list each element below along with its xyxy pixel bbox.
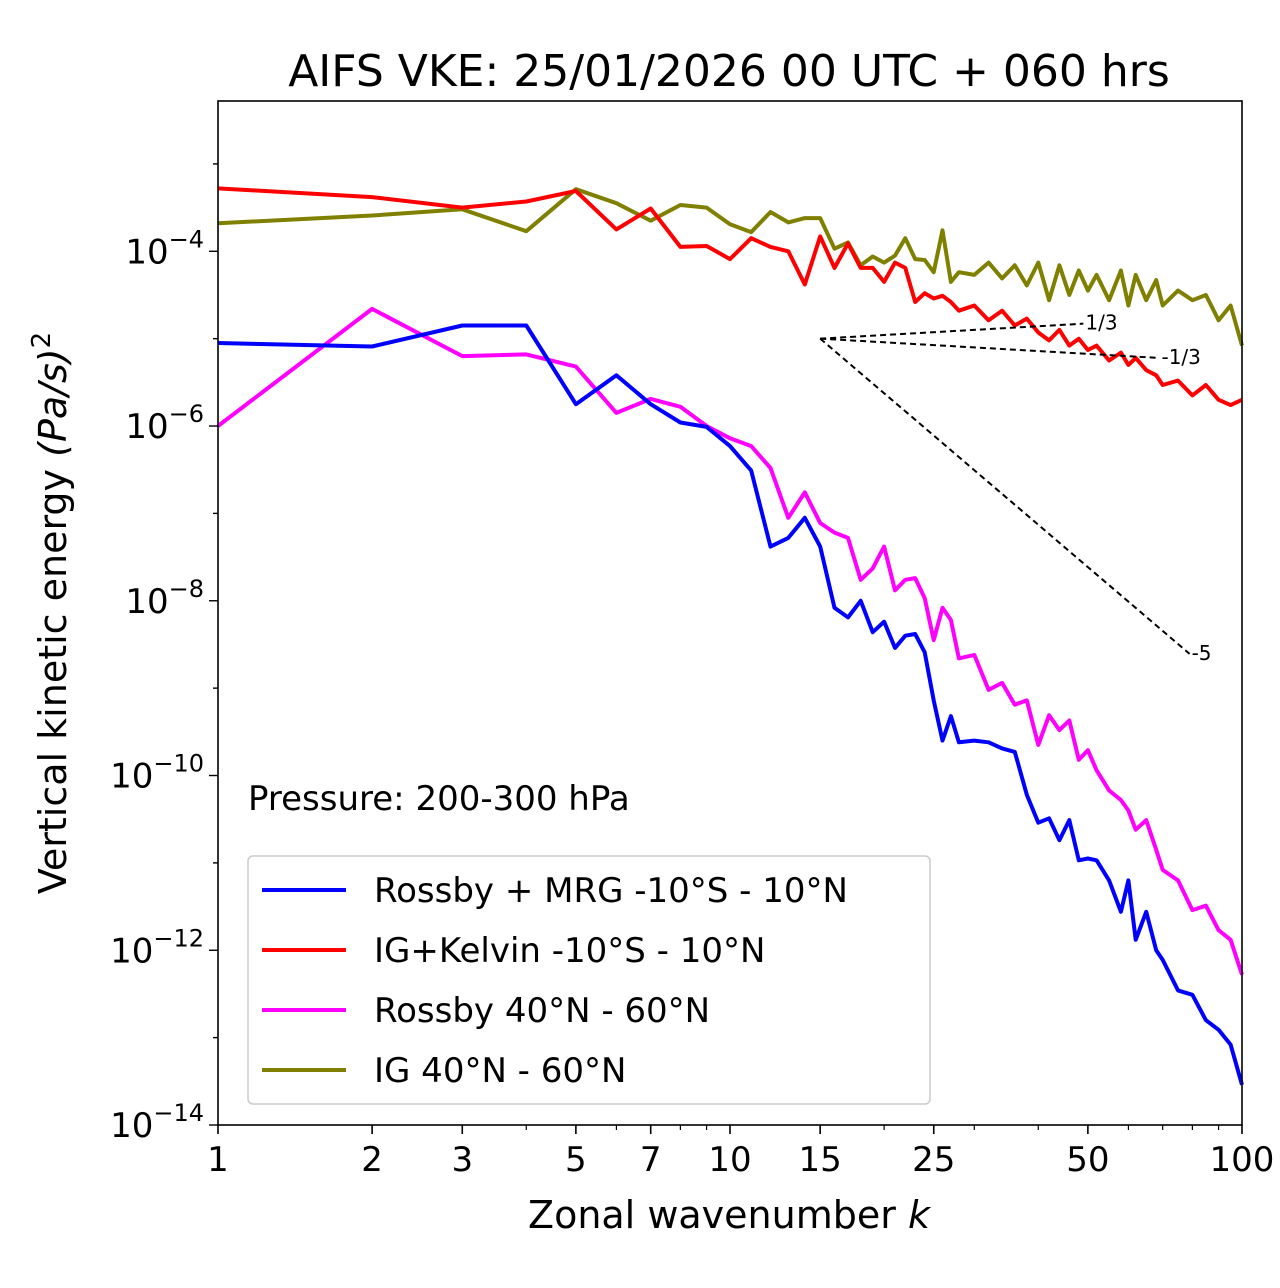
- x-axis-label-var: k: [908, 1193, 932, 1237]
- legend: Rossby + MRG -10°S - 10°N IG+Kelvin -10°S…: [247, 855, 931, 1105]
- reference-line-label-1: -1/3: [1161, 345, 1200, 369]
- x-tick-label: 1: [207, 1140, 229, 1180]
- reference-line-label-2: -5: [1192, 641, 1212, 665]
- reference-lines: 1/3 -1/3 -5: [819, 311, 1212, 665]
- series-line-2: [216, 306, 1244, 976]
- legend-item: IG+Kelvin -10°S - 10°N: [262, 931, 765, 971]
- x-tick-label: 15: [799, 1140, 842, 1180]
- x-tick-label: 100: [1210, 1140, 1275, 1180]
- x-tick-label: 50: [1066, 1140, 1109, 1180]
- y-axis-label-exp: 2: [27, 332, 57, 349]
- legend-item: IG 40°N - 60°N: [262, 1051, 626, 1091]
- x-tick-label: 7: [640, 1140, 662, 1180]
- chart-title: AIFS VKE: 25/01/2026 00 UTC + 060 hrs: [288, 46, 1170, 97]
- x-axis-label: Zonal wavenumber k: [528, 1193, 932, 1237]
- y-axis-label: Vertical kinetic energy (Pa/s)2: [27, 332, 75, 894]
- series-line-3: [217, 187, 1244, 347]
- y-tick-label: 10−4: [125, 225, 204, 272]
- pressure-annotation: Pressure: 200-300 hPa: [248, 779, 630, 819]
- reference-line-2: [819, 337, 1191, 655]
- series-layer: [216, 186, 1244, 1086]
- legend-label: IG 40°N - 60°N: [374, 1051, 626, 1091]
- reference-line-0: [820, 322, 1084, 340]
- legend-label: Rossby + MRG -10°S - 10°N: [374, 871, 848, 911]
- series-line-1: [217, 186, 1243, 408]
- y-axis-ticks: 10−4 10−6 10−8 10−10 10−12 10−14: [110, 163, 218, 1146]
- x-axis-label-text: Zonal wavenumber: [528, 1193, 896, 1237]
- x-tick-label: 2: [361, 1140, 383, 1180]
- series-line-0: [217, 323, 1244, 1086]
- reference-line-1: [820, 337, 1160, 359]
- y-tick-label: 10−10: [110, 750, 204, 797]
- x-tick-label: 10: [708, 1140, 751, 1180]
- legend-item: Rossby 40°N - 60°N: [262, 991, 710, 1031]
- x-tick-label: 25: [912, 1140, 955, 1180]
- legend-item: Rossby + MRG -10°S - 10°N: [262, 871, 848, 911]
- plot-frame: [217, 100, 1243, 1126]
- y-tick-label: 10−6: [125, 400, 204, 447]
- legend-label: IG+Kelvin -10°S - 10°N: [374, 931, 765, 971]
- y-axis-label-units: (Pa/s): [31, 348, 75, 456]
- x-tick-label: 3: [451, 1140, 473, 1180]
- y-tick-label: 10−12: [110, 924, 204, 971]
- legend-box: [247, 855, 931, 1105]
- x-axis-ticks: 1 2 3 5 7 10 15 25 50 100: [207, 1125, 1274, 1180]
- legend-label: Rossby 40°N - 60°N: [374, 991, 710, 1031]
- y-tick-label: 10−8: [125, 575, 204, 622]
- y-tick-label: 10−14: [110, 1099, 204, 1146]
- y-axis-label-text: Vertical kinetic energy: [31, 469, 75, 894]
- reference-line-label-0: 1/3: [1085, 311, 1117, 335]
- x-tick-label: 5: [565, 1140, 587, 1180]
